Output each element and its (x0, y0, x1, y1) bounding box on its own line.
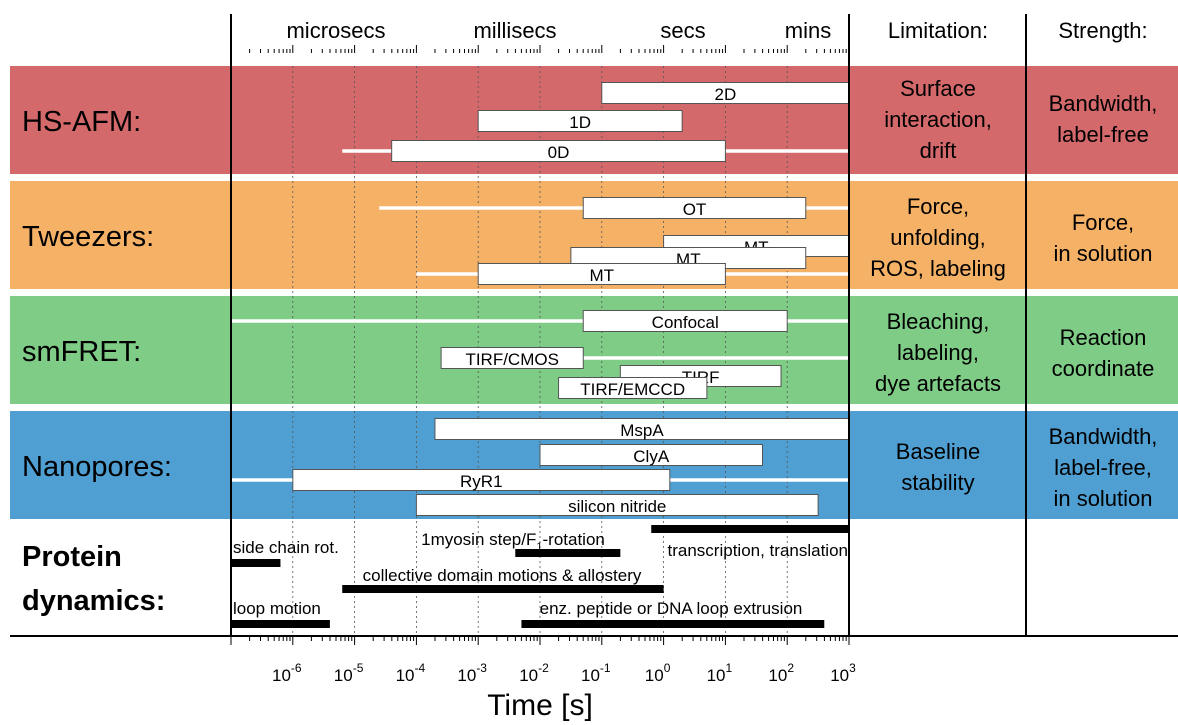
technique-bar-afm (477, 110, 683, 132)
technique-bar-label: OT (683, 200, 707, 219)
axis-tick-label: 10-4 (396, 661, 426, 685)
technique-bar-label: silicon nitride (568, 497, 666, 516)
strength-afm-line-2: label-free (1057, 122, 1149, 147)
technique-bar-tweezers (477, 263, 726, 285)
technique-bar-label: RyR1 (460, 472, 503, 491)
strength-header: Strength: (1058, 18, 1147, 43)
dynamics-title-line-2: dynamics: (22, 585, 165, 617)
technique-bar-label: TIRF/CMOS (465, 350, 559, 369)
technique-bar-afm (391, 140, 726, 162)
protein-dynamics-section: Protein dynamics: (22, 541, 165, 617)
technique-bar-label: 1D (569, 113, 591, 132)
axis-tick-labels: 10-6 10-5 10-4 10-3 10-2 10-1 100 101 102 103 (272, 661, 856, 685)
top-log-ticks (230, 45, 850, 53)
dynamics-title-line-1: Protein (22, 541, 122, 573)
scale-label-mins: mins (785, 18, 831, 43)
x-axis-title: Time [s] (487, 689, 593, 722)
limitation-tweezers-line-1: Force, (907, 194, 969, 219)
technique-bar-label: MT (590, 266, 615, 285)
scale-label-millisecs: millisecs (473, 18, 556, 43)
axis-tick-label: 102 (768, 661, 794, 685)
axis-tick-label: 10-3 (457, 661, 487, 685)
row-title-afm: HS-AFM: (22, 106, 141, 138)
limitation-column: Surface interaction, drift Force, unfold… (870, 76, 1006, 495)
limitation-nanopores-line-2: stability (901, 470, 974, 495)
strength-smfret-line-1: Reaction (1060, 325, 1147, 350)
technique-bar-label: 0D (548, 143, 570, 162)
scale-label-secs: secs (660, 18, 705, 43)
row-title-smfret: smFRET: (22, 336, 141, 368)
dynamics-label: loop motion (233, 599, 321, 618)
technique-bar-label: ClyA (633, 447, 670, 466)
axis-tick-label: 10-1 (581, 661, 611, 685)
dynamics-label: enz. peptide or DNA loop extrusion (540, 599, 803, 618)
axis-tick-label: 10-6 (272, 661, 302, 685)
strength-afm-line-1: Bandwidth, (1049, 91, 1158, 116)
technique-bar-label: 2D (715, 85, 737, 104)
strength-column: Bandwidth, label-free Force, in solution… (1049, 91, 1158, 511)
axis-tick-label: 10-5 (334, 661, 364, 685)
limitation-tweezers-line-3: ROS, labeling (870, 256, 1006, 281)
limitation-afm-line-3: drift (920, 138, 957, 163)
technique-bar-label: TIRF/EMCCD (580, 380, 685, 399)
limitation-smfret-line-1: Bleaching, (887, 309, 990, 334)
technique-bar-smfret (558, 377, 708, 399)
dynamics-bars: side chain rot. 1myosin step/F1-rotation t… (231, 525, 849, 628)
limitation-smfret-line-2: labeling, (897, 340, 979, 365)
dynamics-label: transcription, translation (668, 541, 848, 560)
technique-bar-nanopores (539, 444, 763, 466)
axis-tick-label: 100 (645, 661, 671, 685)
strength-nanopores-line-2: label-free, (1054, 455, 1152, 480)
strength-tweezers-line-1: Force, (1072, 210, 1134, 235)
strength-nanopores-line-3: in solution (1053, 486, 1152, 511)
strength-nanopores-line-1: Bandwidth, (1049, 424, 1158, 449)
scale-label-microsecs: microsecs (286, 18, 385, 43)
technique-bar-nanopores (292, 469, 671, 491)
technique-bars: 2D1D0DOTMTMTMTConfocalTIRF/CMOSTIRFTIRF/… (231, 82, 850, 516)
technique-bar-nanopores (415, 494, 819, 516)
bottom-log-ticks (230, 637, 850, 645)
limitation-smfret-line-3: dye artefacts (875, 371, 1001, 396)
axis-tick-label: 10-2 (519, 661, 549, 685)
dynamics-label: collective domain motions & allostery (363, 566, 642, 585)
limitation-afm-line-2: interaction, (884, 107, 992, 132)
frame-lines (10, 14, 1178, 637)
row-title-tweezers: Tweezers: (22, 221, 154, 253)
dynamics-label: side chain rot. (233, 538, 339, 557)
strength-tweezers-line-2: in solution (1053, 241, 1152, 266)
technique-bar-label: MspA (620, 421, 664, 440)
row-title-nanopores: Nanopores: (22, 451, 172, 483)
limitation-nanopores-line-1: Baseline (896, 439, 980, 464)
limitation-afm-line-1: Surface (900, 76, 976, 101)
header: microsecs millisecs secs mins Limitation… (286, 18, 1147, 43)
dynamics-label: 1myosin step/F1-rotation (421, 530, 605, 553)
technique-bar-label: Confocal (652, 313, 719, 332)
row-titles: HS-AFM: Tweezers: smFRET: Nanopores: (22, 106, 172, 483)
technique-bar-smfret (440, 347, 584, 369)
technique-bar-tweezers (582, 197, 807, 219)
axis-tick-label: 103 (830, 661, 856, 685)
limitation-tweezers-line-2: unfolding, (890, 225, 985, 250)
technique-bar-smfret (582, 310, 788, 332)
axis-tick-label: 101 (707, 661, 733, 685)
strength-smfret-line-2: coordinate (1052, 356, 1155, 381)
limitation-header: Limitation: (888, 18, 988, 43)
